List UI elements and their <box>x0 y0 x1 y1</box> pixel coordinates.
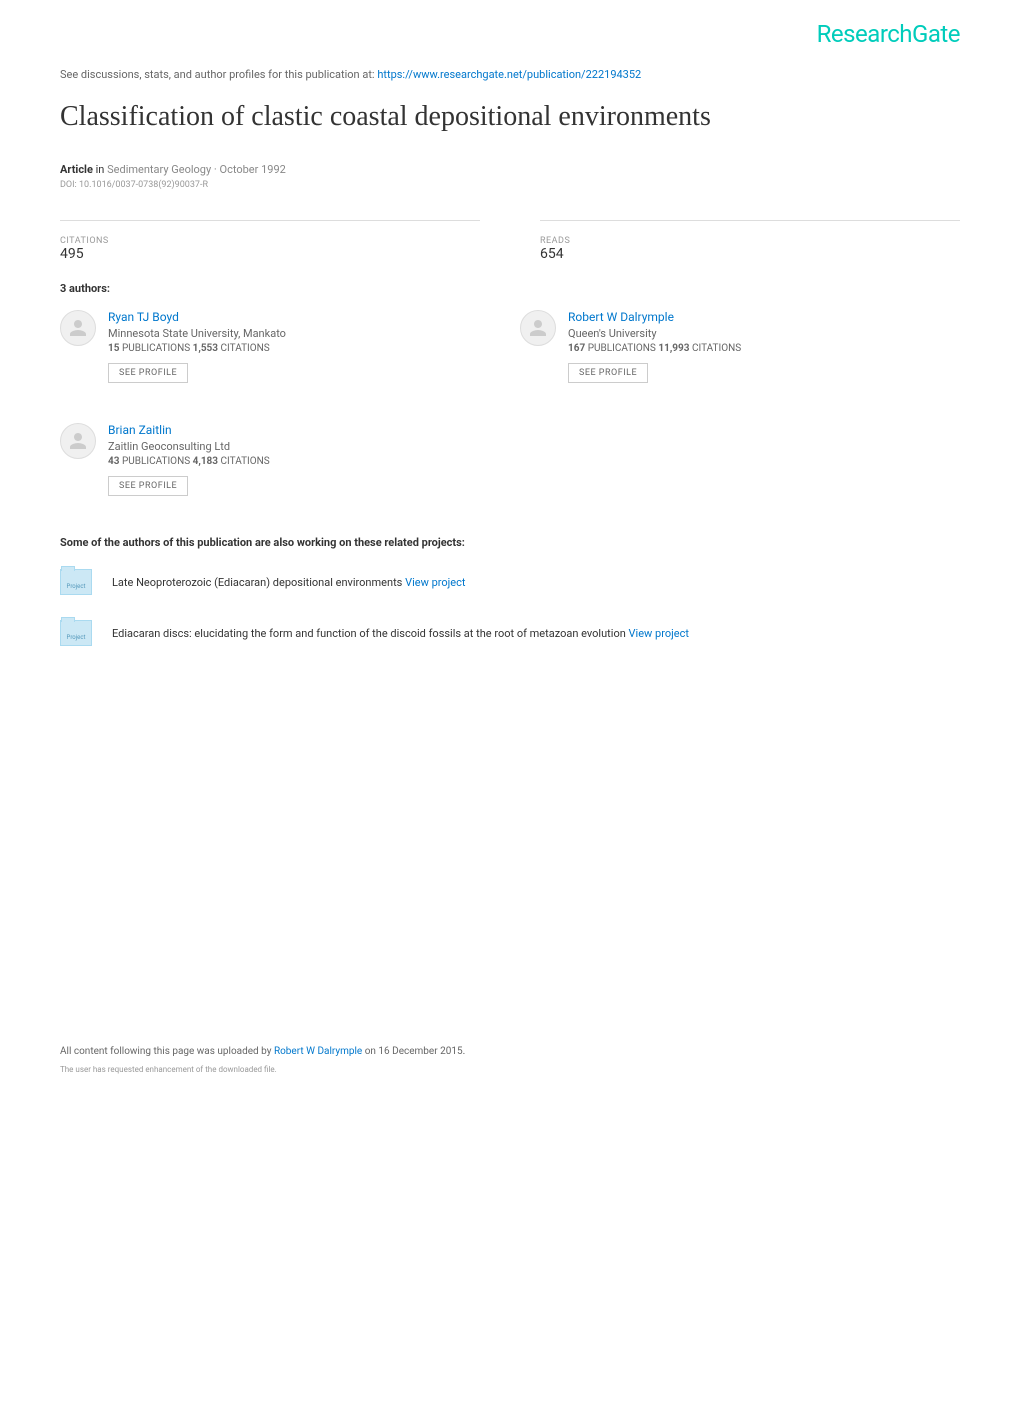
footer-suffix: on 16 December 2015. <box>362 1046 465 1057</box>
see-profile-button[interactable]: SEE PROFILE <box>568 363 648 383</box>
avatar[interactable] <box>60 310 96 346</box>
intro-text: See discussions, stats, and author profi… <box>60 68 960 81</box>
author-name-link[interactable]: Brian Zaitlin <box>108 423 270 437</box>
project-folder-icon[interactable]: Project <box>60 569 92 595</box>
reads-value: 654 <box>540 246 960 262</box>
pub-label: PUBLICATIONS <box>585 343 658 354</box>
author-card: Robert W Dalrymple Queen's University 16… <box>520 310 900 383</box>
intro-prefix: See discussions, stats, and author profi… <box>60 68 377 81</box>
project-title: Ediacaran discs: elucidating the form an… <box>112 627 629 640</box>
pub-label: PUBLICATIONS <box>119 456 192 467</box>
reads-block: READS 654 <box>540 220 960 282</box>
authors-grid: Ryan TJ Boyd Minnesota State University,… <box>60 310 960 496</box>
cite-label: CITATIONS <box>690 343 742 354</box>
footer-author-link[interactable]: Robert W Dalrymple <box>274 1046 362 1057</box>
researchgate-logo[interactable]: ResearchGate <box>817 20 960 48</box>
project-row: Project Ediacaran discs: elucidating the… <box>60 620 960 646</box>
author-stats: 43 PUBLICATIONS 4,183 CITATIONS <box>108 456 270 467</box>
view-project-link[interactable]: View project <box>405 576 465 589</box>
in-text: in <box>93 163 107 176</box>
avatar[interactable] <box>60 423 96 459</box>
reads-label: READS <box>540 236 960 246</box>
project-text: Ediacaran discs: elucidating the form an… <box>112 627 689 640</box>
footer-upload-info: All content following this page was uplo… <box>60 1046 960 1057</box>
citations-value: 495 <box>60 246 480 262</box>
pub-count: 15 <box>108 343 119 354</box>
person-icon <box>66 429 90 453</box>
project-icon-label: Project <box>61 583 91 590</box>
pub-count: 43 <box>108 456 119 467</box>
article-meta: Article in Sedimentary Geology · October… <box>60 163 960 176</box>
publication-title[interactable]: Classification of clastic coastal deposi… <box>60 101 960 133</box>
see-profile-button[interactable]: SEE PROFILE <box>108 363 188 383</box>
author-stats: 167 PUBLICATIONS 11,993 CITATIONS <box>568 343 741 354</box>
footer-enhancement-note: The user has requested enhancement of th… <box>60 1065 960 1074</box>
projects-section-label: Some of the authors of this publication … <box>60 536 960 549</box>
project-icon-label: Project <box>61 634 91 641</box>
citations-block: CITATIONS 495 <box>60 220 480 282</box>
journal-name: Sedimentary Geology · October 1992 <box>107 163 286 176</box>
person-icon <box>526 316 550 340</box>
project-row: Project Late Neoproterozoic (Ediacaran) … <box>60 569 960 595</box>
cite-label: CITATIONS <box>218 456 270 467</box>
pub-label: PUBLICATIONS <box>119 343 192 354</box>
project-folder-icon[interactable]: Project <box>60 620 92 646</box>
citations-label: CITATIONS <box>60 236 480 246</box>
author-affiliation: Zaitlin Geoconsulting Ltd <box>108 440 270 453</box>
doi-text: DOI: 10.1016/0037-0738(92)90037-R <box>60 180 960 190</box>
author-affiliation: Queen's University <box>568 327 741 340</box>
author-stats: 15 PUBLICATIONS 1,553 CITATIONS <box>108 343 286 354</box>
article-label: Article <box>60 163 93 176</box>
authors-count-label: 3 authors: <box>60 282 960 295</box>
author-name-link[interactable]: Ryan TJ Boyd <box>108 310 286 324</box>
project-text: Late Neoproterozoic (Ediacaran) depositi… <box>112 576 465 589</box>
cite-count: 1,553 <box>193 343 218 354</box>
cite-count: 11,993 <box>658 343 689 354</box>
author-card: Brian Zaitlin Zaitlin Geoconsulting Ltd … <box>60 423 440 496</box>
see-profile-button[interactable]: SEE PROFILE <box>108 476 188 496</box>
cite-label: CITATIONS <box>218 343 270 354</box>
cite-count: 4,183 <box>193 456 218 467</box>
author-name-link[interactable]: Robert W Dalrymple <box>568 310 741 324</box>
pub-count: 167 <box>568 343 585 354</box>
view-project-link[interactable]: View project <box>629 627 689 640</box>
avatar[interactable] <box>520 310 556 346</box>
author-card: Ryan TJ Boyd Minnesota State University,… <box>60 310 440 383</box>
footer-prefix: All content following this page was uplo… <box>60 1046 274 1057</box>
project-title: Late Neoproterozoic (Ediacaran) depositi… <box>112 576 405 589</box>
person-icon <box>66 316 90 340</box>
publication-link[interactable]: https://www.researchgate.net/publication… <box>377 68 641 81</box>
author-affiliation: Minnesota State University, Mankato <box>108 327 286 340</box>
